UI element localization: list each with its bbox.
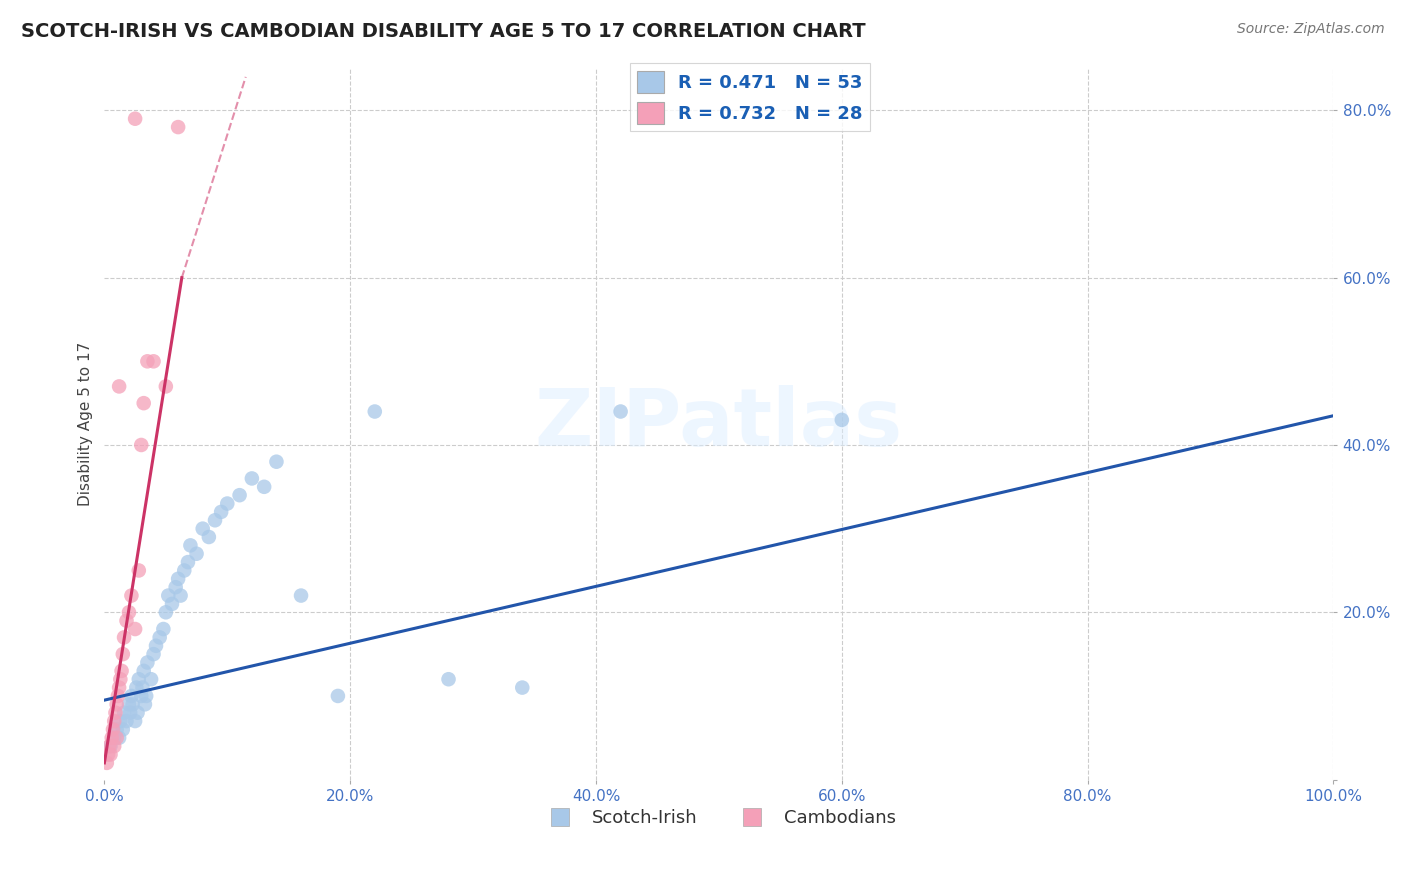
- Point: [108, 731, 131, 745]
- Point: [98, 739, 121, 753]
- Point: [108, 379, 131, 393]
- Point: [266, 455, 288, 469]
- Point: [240, 471, 263, 485]
- Point: [139, 672, 162, 686]
- Point: [609, 404, 631, 418]
- Point: [186, 547, 208, 561]
- Point: [132, 664, 155, 678]
- Point: [142, 354, 165, 368]
- Point: [107, 689, 129, 703]
- Point: [110, 714, 132, 728]
- Point: [169, 589, 191, 603]
- Point: [115, 614, 138, 628]
- Point: [364, 404, 387, 418]
- Point: [167, 572, 190, 586]
- Point: [105, 731, 128, 745]
- Point: [127, 706, 149, 720]
- Point: [149, 631, 172, 645]
- Point: [129, 438, 152, 452]
- Point: [101, 723, 124, 737]
- Point: [157, 589, 180, 603]
- Point: [217, 497, 239, 511]
- Point: [132, 396, 155, 410]
- Point: [142, 647, 165, 661]
- Point: [97, 747, 120, 762]
- Point: [103, 731, 125, 745]
- Point: [112, 706, 135, 720]
- Point: [155, 605, 177, 619]
- Point: [165, 580, 187, 594]
- Point: [115, 714, 138, 728]
- Point: [100, 731, 122, 745]
- Point: [131, 681, 153, 695]
- Point: [136, 656, 159, 670]
- Point: [128, 672, 150, 686]
- Point: [152, 622, 174, 636]
- Point: [124, 112, 146, 126]
- Point: [173, 564, 195, 578]
- Point: [128, 564, 150, 578]
- Point: [103, 714, 125, 728]
- Point: [290, 589, 312, 603]
- Point: [100, 739, 122, 753]
- Point: [110, 672, 132, 686]
- Point: [831, 413, 853, 427]
- Point: [160, 597, 183, 611]
- Point: [124, 622, 146, 636]
- Point: [145, 639, 167, 653]
- Point: [191, 522, 214, 536]
- Point: [105, 698, 128, 712]
- Point: [120, 706, 142, 720]
- Point: [510, 681, 533, 695]
- Point: [155, 379, 177, 393]
- Point: [326, 689, 349, 703]
- Point: [120, 689, 142, 703]
- Point: [96, 756, 118, 770]
- Point: [124, 714, 146, 728]
- Point: [136, 354, 159, 368]
- Point: [209, 505, 232, 519]
- Text: ZIPatlas: ZIPatlas: [534, 385, 903, 463]
- Point: [129, 689, 152, 703]
- Point: [253, 480, 276, 494]
- Point: [198, 530, 221, 544]
- Point: [104, 706, 127, 720]
- Point: [118, 698, 141, 712]
- Text: SCOTCH-IRISH VS CAMBODIAN DISABILITY AGE 5 TO 17 CORRELATION CHART: SCOTCH-IRISH VS CAMBODIAN DISABILITY AGE…: [21, 22, 866, 41]
- Point: [110, 664, 132, 678]
- Point: [111, 723, 134, 737]
- Legend: Scotch-Irish, Cambodians: Scotch-Irish, Cambodians: [534, 802, 904, 835]
- Point: [100, 747, 122, 762]
- Point: [437, 672, 460, 686]
- Point: [105, 723, 128, 737]
- Point: [108, 681, 131, 695]
- Point: [125, 681, 148, 695]
- Point: [228, 488, 250, 502]
- Point: [120, 589, 142, 603]
- Point: [177, 555, 200, 569]
- Point: [111, 647, 134, 661]
- Point: [134, 698, 156, 712]
- Point: [112, 631, 135, 645]
- Point: [167, 120, 190, 134]
- Text: Source: ZipAtlas.com: Source: ZipAtlas.com: [1237, 22, 1385, 37]
- Point: [118, 605, 141, 619]
- Point: [121, 698, 143, 712]
- Point: [204, 513, 226, 527]
- Y-axis label: Disability Age 5 to 17: Disability Age 5 to 17: [79, 342, 93, 506]
- Point: [179, 538, 201, 552]
- Point: [103, 739, 125, 753]
- Point: [135, 689, 157, 703]
